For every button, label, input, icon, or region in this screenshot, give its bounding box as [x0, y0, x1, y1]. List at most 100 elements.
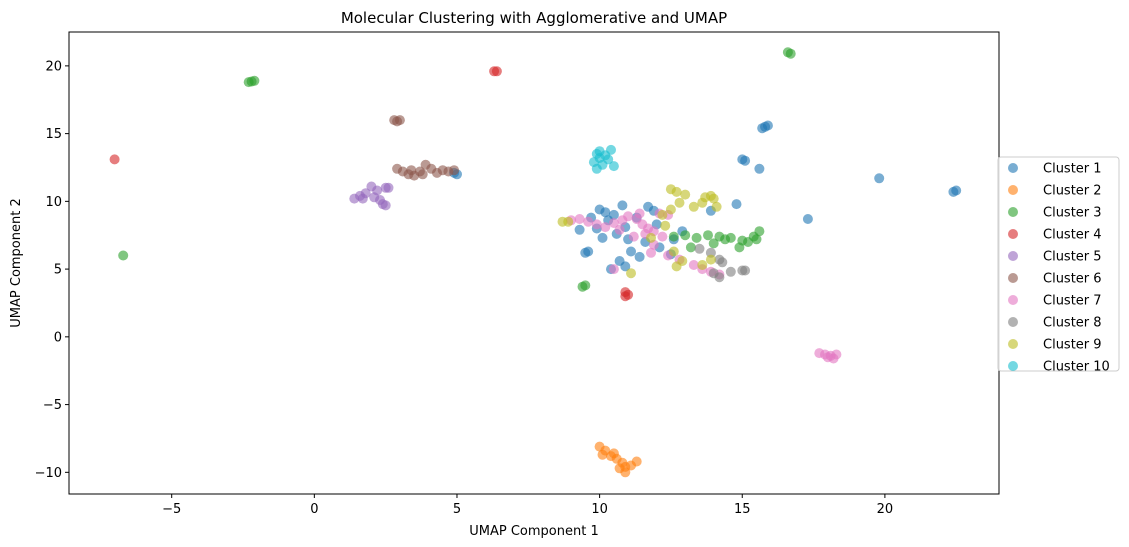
point-cluster-1-32: [731, 199, 742, 210]
point-cluster-7-33: [614, 224, 625, 235]
y-tick-label: −5: [43, 398, 62, 413]
point-cluster-9-15: [646, 232, 656, 243]
point-cluster-1-40: [874, 173, 885, 184]
point-cluster-1-6: [600, 207, 611, 218]
y-tick-label: 5: [54, 263, 62, 278]
point-cluster-9-6: [688, 201, 699, 212]
point-cluster-3-10: [680, 230, 691, 241]
point-cluster-9-18: [671, 261, 682, 272]
point-cluster-1-38: [762, 120, 773, 131]
legend-marker-cluster-6: [1008, 273, 1018, 283]
data-points: [109, 47, 962, 478]
point-cluster-4-1: [109, 154, 120, 165]
legend-label-cluster-6: Cluster 6: [1043, 272, 1102, 287]
point-cluster-7-4: [591, 219, 602, 230]
legend-marker-cluster-10: [1008, 361, 1018, 371]
point-cluster-1-42: [951, 185, 962, 196]
point-cluster-9-5: [680, 189, 691, 200]
point-cluster-7-23: [608, 264, 619, 275]
point-cluster-1-17: [626, 246, 636, 257]
point-cluster-4-3: [491, 66, 502, 77]
legend: Cluster 1 Cluster 2 Cluster 3 Cluster 4 Clus…: [997, 156, 1120, 375]
point-cluster-7-16: [646, 247, 656, 258]
point-cluster-7-2: [574, 214, 585, 224]
point-cluster-5-12: [357, 193, 368, 204]
point-cluster-10-5: [606, 144, 616, 155]
point-cluster-3-9: [668, 231, 679, 242]
point-cluster-9-21: [626, 268, 636, 279]
point-cluster-8-1: [694, 243, 705, 254]
y-tick-label: 0: [54, 330, 62, 345]
x-axis-label: UMAP Component 1: [469, 524, 598, 539]
point-cluster-3-23: [743, 237, 753, 247]
x-tick-label: −5: [162, 502, 181, 517]
point-cluster-1-21: [634, 251, 645, 262]
point-cluster-6-14: [449, 165, 460, 176]
point-cluster-7-3: [583, 216, 594, 227]
legend-label-cluster-9: Cluster 9: [1043, 338, 1102, 353]
point-cluster-9-16: [668, 246, 679, 257]
point-cluster-9-12: [674, 197, 685, 208]
point-cluster-2-3: [597, 449, 608, 460]
y-tick-label: 15: [45, 127, 62, 142]
point-cluster-1-28: [574, 224, 585, 235]
point-cluster-9-14: [657, 209, 668, 220]
point-cluster-1-35: [754, 163, 765, 174]
x-tick-label: 15: [734, 502, 751, 517]
point-cluster-9-20: [705, 254, 716, 265]
x-tick-label: 20: [877, 502, 894, 517]
point-cluster-1-4: [583, 246, 594, 257]
legend-marker-cluster-3: [1008, 207, 1018, 217]
point-cluster-9-11: [711, 201, 722, 212]
legend-marker-cluster-7: [1008, 295, 1018, 305]
point-cluster-7-28: [822, 352, 833, 363]
point-cluster-9-10: [708, 193, 719, 204]
point-cluster-1-26: [597, 232, 608, 243]
point-cluster-6-16: [406, 165, 417, 176]
point-cluster-3-20: [720, 234, 731, 245]
legend-marker-cluster-9: [1008, 339, 1018, 349]
point-cluster-8-4: [717, 257, 728, 268]
point-cluster-5-10: [383, 182, 394, 193]
point-cluster-2-10: [631, 456, 642, 467]
point-cluster-7-14: [628, 231, 639, 242]
point-cluster-9-22: [660, 220, 671, 231]
point-cluster-7-29: [831, 349, 842, 360]
point-cluster-3-19: [734, 242, 745, 253]
legend-label-cluster-3: Cluster 3: [1043, 206, 1102, 221]
point-cluster-7-5: [600, 222, 611, 233]
point-cluster-6-3: [394, 115, 405, 126]
point-cluster-9-19: [697, 260, 708, 270]
legend-label-cluster-2: Cluster 2: [1043, 184, 1102, 199]
point-cluster-10-7: [608, 161, 619, 172]
point-cluster-5-8: [380, 200, 391, 211]
point-cluster-1-20: [614, 256, 625, 266]
point-cluster-10-10: [594, 153, 605, 163]
point-cluster-9-4: [671, 186, 682, 197]
y-tick-label: 20: [45, 59, 62, 74]
axis-ticks: −5 0 5 10 15 20 −10 −5 0 5 10 15 20: [35, 59, 894, 517]
legend-label-cluster-4: Cluster 4: [1043, 228, 1102, 243]
point-cluster-3-11: [691, 232, 702, 243]
point-cluster-6-15: [417, 169, 428, 180]
chart-title: Molecular Clustering with Agglomerative …: [341, 9, 727, 27]
x-tick-label: 5: [453, 502, 461, 517]
point-cluster-3-8: [785, 48, 796, 59]
point-cluster-1-34: [740, 155, 751, 166]
point-cluster-3-12: [703, 230, 713, 241]
point-cluster-1-39: [802, 214, 813, 224]
legend-marker-cluster-1: [1008, 163, 1018, 173]
point-cluster-3-4: [118, 250, 129, 261]
legend-label-cluster-1: Cluster 1: [1043, 162, 1102, 177]
y-tick-label: −10: [35, 466, 62, 481]
point-cluster-7-6: [608, 218, 619, 228]
point-cluster-3-21: [685, 242, 696, 253]
point-cluster-3-17: [754, 226, 765, 237]
legend-marker-cluster-2: [1008, 185, 1018, 195]
point-cluster-7-34: [657, 231, 668, 242]
plot-frame: [68, 31, 1000, 495]
point-cluster-9-13: [665, 204, 676, 215]
y-axis-label: UMAP Component 2: [9, 198, 24, 327]
x-tick-label: 10: [591, 502, 608, 517]
